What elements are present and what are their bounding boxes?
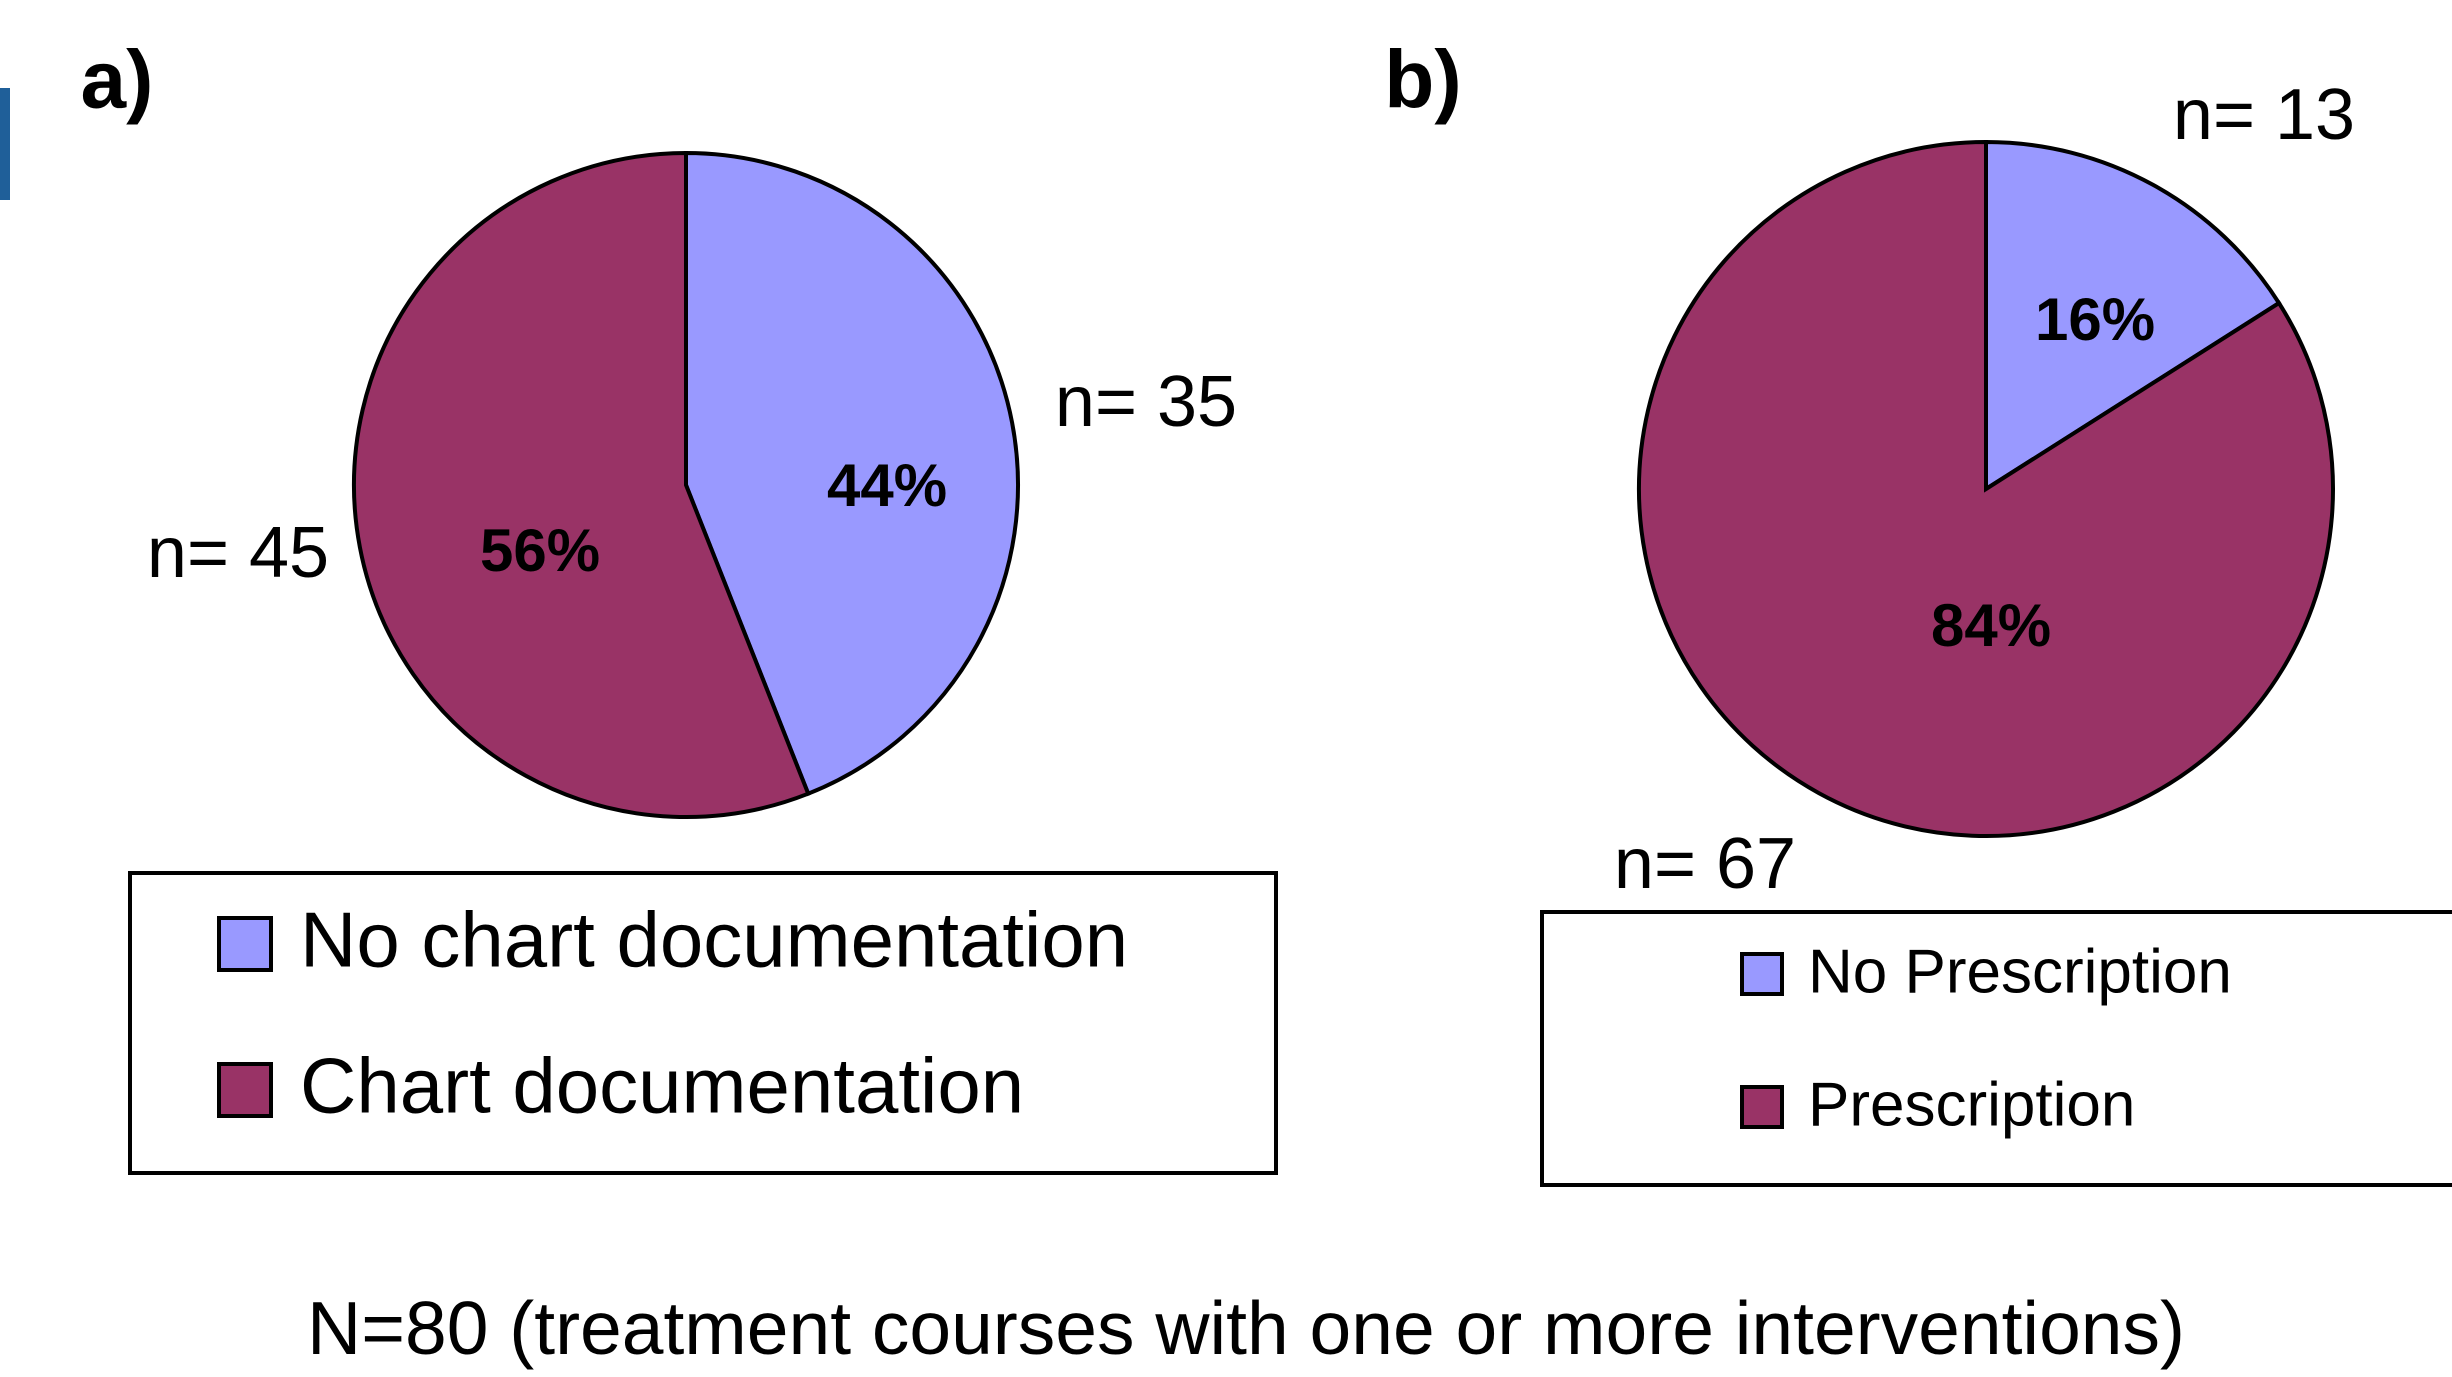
legend-label: Prescription [1808, 1070, 2135, 1139]
count-annotation: n= 35 [1055, 362, 1237, 442]
panel-label: b) [1384, 35, 1461, 126]
legend-box [1540, 910, 2452, 1187]
legend-swatch [1740, 1085, 1784, 1129]
pie-slice [1984, 139, 2282, 493]
value-label: 16% [2035, 286, 2155, 353]
legend-swatch [217, 916, 273, 972]
value-label: 84% [1931, 592, 2051, 659]
pie-slice [1637, 139, 2335, 838]
legend-label: Chart documentation [300, 1042, 1024, 1130]
count-annotation: n= 13 [2173, 75, 2355, 155]
pie-slice [684, 150, 1020, 797]
count-annotation: n= 45 [147, 513, 329, 593]
value-label: 56% [480, 517, 600, 584]
legend-box [128, 871, 1278, 1175]
count-annotation: n= 67 [1614, 824, 1796, 904]
legend-swatch [1740, 952, 1784, 996]
panel-label: a) [81, 35, 154, 126]
pie-slice [352, 150, 811, 819]
edge-artifact [0, 88, 10, 200]
legend-swatch [217, 1062, 273, 1118]
value-label: 44% [827, 452, 947, 519]
caption: N=80 (treatment courses with one or more… [307, 1286, 2185, 1370]
legend-label: No chart documentation [300, 896, 1128, 984]
legend-label: No Prescription [1808, 937, 2232, 1006]
